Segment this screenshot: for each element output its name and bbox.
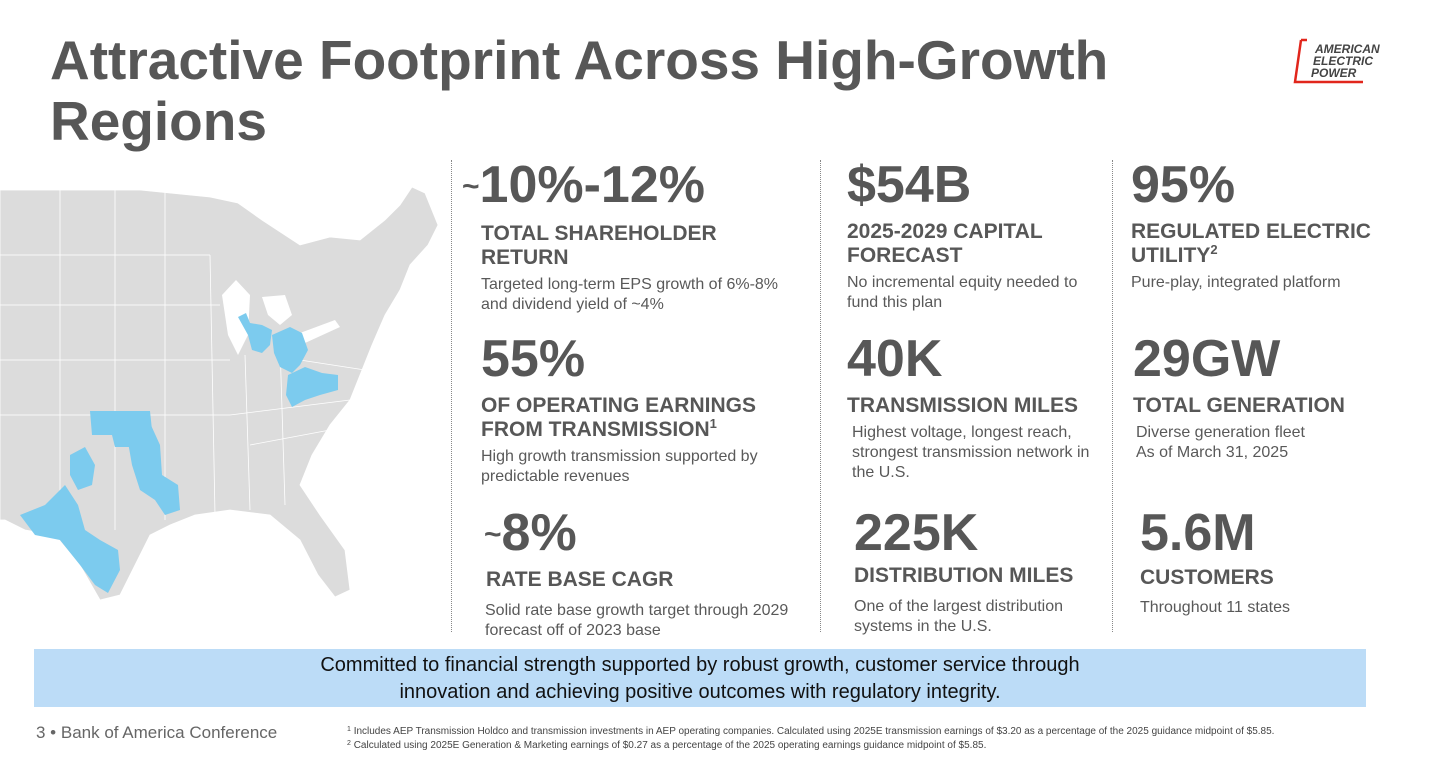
stat-number: 40K bbox=[847, 330, 943, 388]
stat-number: 8% bbox=[501, 504, 577, 562]
stat-number: 225K bbox=[854, 504, 979, 562]
footnote-marker: 1 bbox=[709, 416, 717, 431]
stat-customers: 5.6M CUSTOMERS Throughout 11 states bbox=[1140, 506, 1400, 618]
stat-label: TRANSMISSION MILES bbox=[847, 394, 1079, 417]
stat-prefix: ~ bbox=[484, 518, 502, 551]
stat-description: No incremental equity needed to fund thi… bbox=[847, 274, 1078, 311]
stat-prefix: ~ bbox=[462, 170, 480, 203]
logo-text-2: ELECTRIC bbox=[1313, 54, 1373, 68]
stat-label: DISTRIBUTION MILES bbox=[854, 564, 1074, 587]
stat-label: TOTAL GENERATION bbox=[1133, 394, 1345, 417]
footnotes: 1 Includes AEP Transmission Holdco and t… bbox=[347, 725, 1417, 753]
footnote-2-marker: 2 bbox=[347, 740, 351, 747]
stat-distribution-miles: 225K DISTRIBUTION MILES One of the large… bbox=[854, 506, 1104, 637]
stat-transmission-miles: 40K TRANSMISSION MILES Highest voltage, … bbox=[847, 332, 1109, 483]
commitment-banner: Committed to financial strength supporte… bbox=[34, 649, 1366, 707]
stat-total-generation: 29GW TOTAL GENERATION Diverse generation… bbox=[1133, 332, 1403, 463]
service-area-texas-south bbox=[20, 485, 120, 593]
stat-description: Highest voltage, longest reach, stronges… bbox=[852, 424, 1090, 481]
stat-label: TOTAL SHAREHOLDER RETURN bbox=[481, 222, 717, 269]
stat-label: CUSTOMERS bbox=[1140, 566, 1274, 589]
service-area-oklahoma-north bbox=[90, 411, 152, 447]
column-divider-3 bbox=[1112, 160, 1113, 632]
footnote-marker: 2 bbox=[1210, 242, 1218, 257]
stat-label: 2025-2029 CAPITAL FORECAST bbox=[847, 220, 1043, 267]
column-divider-2 bbox=[820, 160, 821, 632]
page-footer-label: 3 • Bank of America Conference bbox=[36, 723, 278, 742]
stat-number: 5.6M bbox=[1140, 504, 1256, 562]
us-landmass bbox=[0, 186, 439, 601]
state-borders bbox=[0, 190, 366, 530]
stat-description: Targeted long-term EPS growth of 6%-8% a… bbox=[481, 276, 779, 313]
stat-number: 55% bbox=[481, 330, 586, 388]
stat-label: RATE BASE CAGR bbox=[486, 568, 674, 591]
stat-label: OF OPERATING EARNINGS FROM TRANSMISSION1 bbox=[481, 394, 801, 442]
stat-description: High growth transmission supported by pr… bbox=[481, 448, 758, 485]
great-lakes bbox=[222, 280, 250, 355]
footnote-1: 1 Includes AEP Transmission Holdco and t… bbox=[347, 725, 1417, 739]
us-service-territory-map bbox=[0, 186, 439, 601]
stat-description-date: As of March 31, 2025 bbox=[1136, 444, 1289, 461]
lake-erie bbox=[300, 320, 340, 343]
footnote-1-marker: 1 bbox=[347, 726, 351, 733]
stat-regulated-utility: 95% REGULATED ELECTRIC UTILITY2 Pure-pla… bbox=[1131, 158, 1401, 293]
page-title: Attractive Footprint Across High-Growth … bbox=[50, 29, 1109, 152]
aep-logo: AMERICAN ELECTRIC POWER bbox=[1293, 38, 1380, 84]
footnote-2-text: Calculated using 2025E Generation & Mark… bbox=[353, 740, 987, 751]
service-area-arkansas-louisiana bbox=[125, 423, 180, 515]
stat-number: 10%-12% bbox=[479, 156, 705, 214]
banner-line-1: Committed to financial strength supporte… bbox=[320, 654, 1080, 676]
service-area-shapes bbox=[20, 313, 338, 593]
stat-description: Diverse generation fleet bbox=[1136, 424, 1305, 441]
lake-huron bbox=[262, 295, 292, 325]
stat-capital-forecast: $54B 2025-2029 CAPITAL FORECAST No incre… bbox=[847, 158, 1102, 313]
stat-label-text: REGULATED ELECTRIC UTILITY bbox=[1131, 220, 1371, 267]
stat-description: Throughout 11 states bbox=[1140, 599, 1291, 616]
column-divider-1 bbox=[451, 160, 452, 632]
stat-number: $54B bbox=[847, 156, 972, 214]
stat-number: 95% bbox=[1131, 156, 1236, 214]
stat-description: One of the largest distribution systems … bbox=[854, 598, 1064, 635]
stat-value: ~8% bbox=[484, 506, 804, 562]
footnote-2: 2 Calculated using 2025E Generation & Ma… bbox=[347, 739, 1417, 753]
stat-number: 29GW bbox=[1133, 330, 1281, 388]
logo-text-1: AMERICAN bbox=[1314, 42, 1380, 56]
stat-value: ~10%-12% bbox=[462, 158, 802, 214]
stat-description: Solid rate base growth target through 20… bbox=[485, 602, 789, 639]
stat-operating-earnings: 55% OF OPERATING EARNINGS FROM TRANSMISS… bbox=[481, 332, 801, 487]
banner-line-2: innovation and achieving positive outcom… bbox=[399, 681, 1001, 703]
stat-label: REGULATED ELECTRIC UTILITY2 bbox=[1131, 220, 1401, 268]
stat-description: Pure-play, integrated platform bbox=[1131, 274, 1341, 291]
stat-total-shareholder-return: ~10%-12% TOTAL SHAREHOLDER RETURN Target… bbox=[462, 158, 802, 315]
stat-rate-base-cagr: ~8% RATE BASE CAGR Solid rate base growt… bbox=[484, 506, 804, 641]
service-area-indiana-michigan bbox=[238, 313, 272, 353]
footnote-1-text: Includes AEP Transmission Holdco and tra… bbox=[353, 726, 1275, 737]
service-area-ohio bbox=[272, 327, 308, 373]
stat-label-text: OF OPERATING EARNINGS FROM TRANSMISSION bbox=[481, 394, 756, 441]
service-area-appalachian bbox=[286, 367, 338, 407]
logo-text-3: POWER bbox=[1311, 66, 1357, 80]
service-area-texas-west bbox=[70, 447, 95, 490]
